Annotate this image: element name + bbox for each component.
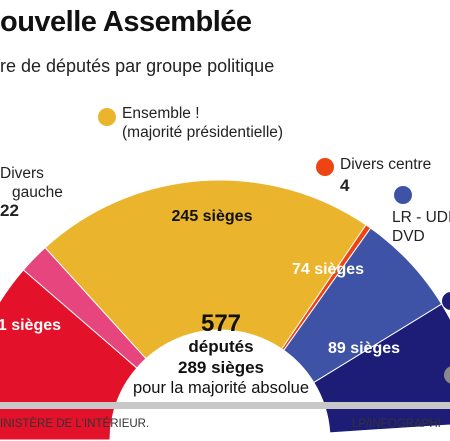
chart-title: ouvelle Assemblée bbox=[0, 6, 252, 38]
hemicycle-slice-2 bbox=[44, 179, 367, 360]
divers-gauche-value: 22 bbox=[0, 201, 19, 220]
hemicycle-slice-5 bbox=[313, 303, 450, 434]
label-ensemble: Ensemble ! (majorité présidentielle) bbox=[122, 104, 283, 142]
partial-dot-right-2 bbox=[444, 366, 450, 384]
majority-value: 289 sièges bbox=[177, 358, 264, 377]
chart-subtitle: re de députés par groupe politique bbox=[0, 56, 275, 76]
slice-label-5: 89 sièges bbox=[328, 340, 400, 357]
slice-label-4: 74 sièges bbox=[292, 261, 364, 278]
divers-centre-name: Divers centre bbox=[340, 156, 432, 173]
label-divers-gauche: Divers gauche 22 bbox=[0, 164, 63, 220]
partial-dot-right-1 bbox=[442, 292, 450, 310]
label-divers-centre: Divers centre 4 bbox=[340, 155, 431, 195]
hemicycle-slice-0 bbox=[0, 269, 138, 441]
lr-udi-name-2: DVD bbox=[392, 228, 425, 245]
label-lr-udi: LR - UDI DVD bbox=[392, 208, 450, 246]
majority-label: pour la majorité absolue bbox=[132, 379, 310, 397]
ensemble-name-2: (majorité présidentielle) bbox=[122, 124, 284, 141]
total-seats: 577 bbox=[200, 310, 242, 337]
slice-label-2: 245 sièges bbox=[172, 208, 253, 225]
divers-gauche-name-2: gauche bbox=[12, 184, 63, 201]
ensemble-name-1: Ensemble ! bbox=[122, 105, 200, 122]
lr-udi-name-1: LR - UDI bbox=[392, 209, 450, 226]
divers-centre-dot bbox=[316, 158, 334, 176]
lr-udi-dot bbox=[394, 186, 412, 204]
ensemble-dot bbox=[98, 108, 116, 126]
footer-credit: LP/INFOGRAPHI bbox=[352, 418, 441, 430]
footer-source: INISTÈRE DE L'INTÉRIEUR. bbox=[0, 418, 150, 430]
divers-centre-value: 4 bbox=[340, 176, 350, 195]
total-unit: députés bbox=[188, 337, 254, 356]
slice-label-0: 31 sièges bbox=[0, 317, 61, 334]
divers-gauche-name-1: Divers bbox=[0, 165, 44, 182]
footer-divider bbox=[0, 402, 450, 409]
